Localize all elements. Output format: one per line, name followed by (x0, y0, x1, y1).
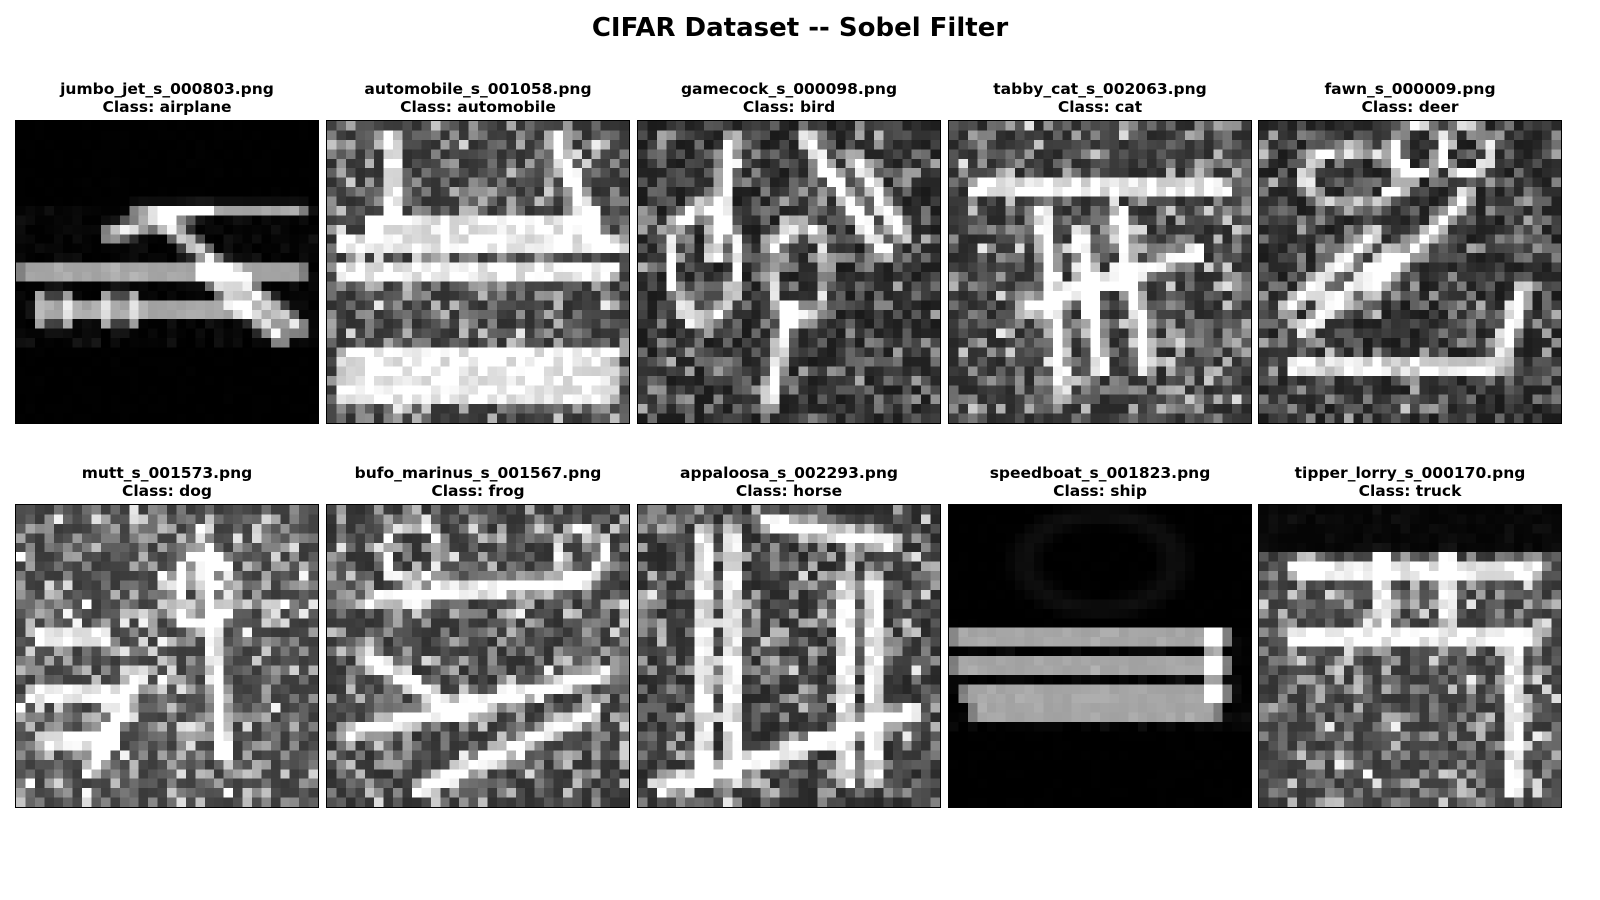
sobel-image (326, 504, 630, 808)
sobel-image (637, 120, 941, 424)
panel-class-label: Class: truck (1358, 482, 1462, 500)
sobel-image (637, 504, 941, 808)
panel-filename: fawn_s_000009.png (1324, 80, 1496, 98)
panel-title: mutt_s_001573.png Class: dog (3, 464, 331, 500)
panel-class-label: Class: bird (742, 98, 836, 116)
panel-filename: automobile_s_001058.png (364, 80, 592, 98)
sobel-image (948, 504, 1252, 808)
panel-title: appaloosa_s_002293.png Class: horse (625, 464, 953, 500)
panel-filename: mutt_s_001573.png (81, 464, 253, 482)
panel-class-label: Class: ship (1053, 482, 1147, 500)
panel-class-label: Class: cat (1057, 98, 1143, 116)
panel-filename: tabby_cat_s_002063.png (993, 80, 1207, 98)
panel-class-label: Class: frog (431, 482, 525, 500)
panel-filename: appaloosa_s_002293.png (680, 464, 898, 482)
sobel-image (15, 504, 319, 808)
figure-title: CIFAR Dataset -- Sobel Filter (591, 13, 1009, 43)
panel-class-label: Class: horse (735, 482, 843, 500)
panel-class-label: Class: automobile (400, 98, 556, 116)
panel-filename: tipper_lorry_s_000170.png (1294, 464, 1526, 482)
panel-title: automobile_s_001058.png Class: automobil… (314, 80, 642, 116)
sobel-image (948, 120, 1252, 424)
sobel-image (15, 120, 319, 424)
panel-filename: bufo_marinus_s_001567.png (354, 464, 602, 482)
panel-title: tabby_cat_s_002063.png Class: cat (936, 80, 1264, 116)
panel-class-label: Class: deer (1361, 98, 1459, 116)
sobel-image (1258, 120, 1562, 424)
panel-title: tipper_lorry_s_000170.png Class: truck (1246, 464, 1574, 500)
panel-title: speedboat_s_001823.png Class: ship (936, 464, 1264, 500)
panel-filename: jumbo_jet_s_000803.png (60, 80, 274, 98)
sobel-image (1258, 504, 1562, 808)
panel-class-label: Class: airplane (102, 98, 232, 116)
panel-title: gamecock_s_000098.png Class: bird (625, 80, 953, 116)
panel-title: bufo_marinus_s_001567.png Class: frog (314, 464, 642, 500)
panel-title: fawn_s_000009.png Class: deer (1246, 80, 1574, 116)
panel-filename: speedboat_s_001823.png (989, 464, 1211, 482)
panel-class-label: Class: dog (121, 482, 213, 500)
panel-filename: gamecock_s_000098.png (680, 80, 898, 98)
panel-title: jumbo_jet_s_000803.png Class: airplane (3, 80, 331, 116)
sobel-image (326, 120, 630, 424)
